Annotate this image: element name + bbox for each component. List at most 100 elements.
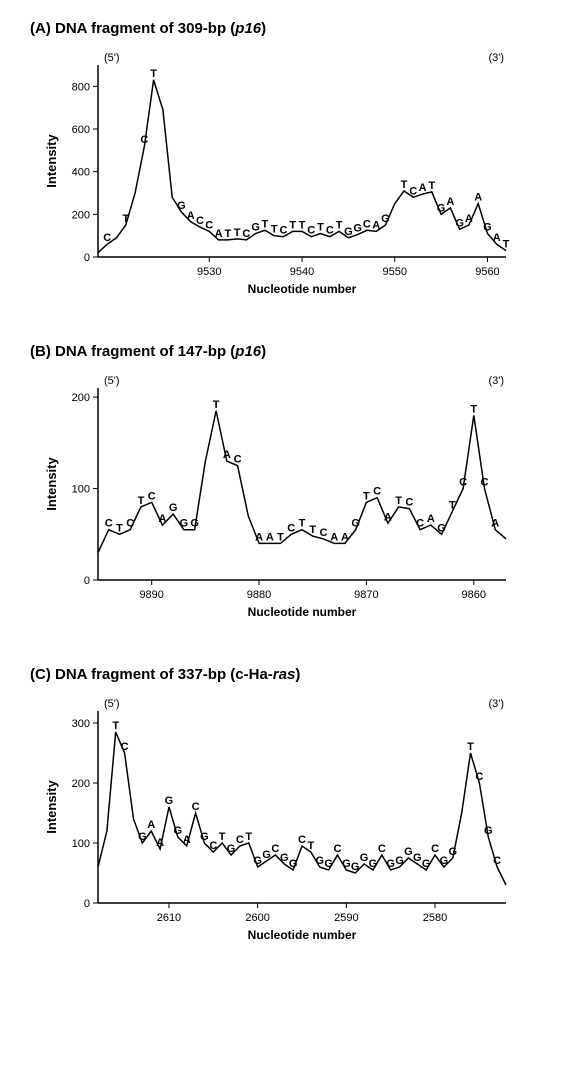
svg-text:2590: 2590 — [334, 912, 358, 924]
svg-text:G: G — [289, 858, 298, 870]
svg-text:G: G — [483, 222, 492, 234]
svg-text:A: A — [147, 819, 155, 831]
svg-text:T: T — [262, 218, 269, 230]
svg-text:C: C — [148, 490, 156, 502]
svg-text:9860: 9860 — [462, 589, 486, 601]
svg-text:0: 0 — [84, 575, 90, 587]
svg-text:2580: 2580 — [423, 912, 447, 924]
svg-text:9560: 9560 — [475, 266, 499, 278]
svg-text:G: G — [180, 518, 189, 530]
svg-text:T: T — [336, 219, 343, 231]
svg-text:T: T — [317, 222, 324, 234]
svg-text:G: G — [200, 831, 209, 843]
svg-text:G: G — [169, 502, 178, 514]
svg-text:2600: 2600 — [245, 912, 269, 924]
svg-text:T: T — [308, 840, 315, 852]
svg-text:A: A — [330, 531, 338, 543]
svg-text:C: C — [126, 518, 134, 530]
svg-text:G: G — [174, 825, 183, 837]
svg-text:G: G — [351, 861, 360, 873]
figure-page: (A) DNA fragment of 309-bp (p16)02004006… — [0, 0, 566, 1029]
svg-text:G: G — [381, 213, 390, 225]
svg-text:T: T — [395, 495, 402, 507]
svg-text:C: C — [409, 185, 417, 197]
svg-text:200: 200 — [72, 209, 90, 221]
svg-text:T: T — [467, 741, 474, 753]
svg-text:C: C — [493, 855, 501, 867]
svg-text:G: G — [253, 855, 262, 867]
svg-text:G: G — [324, 858, 333, 870]
svg-text:C: C — [192, 801, 200, 813]
svg-text:T: T — [449, 499, 456, 511]
svg-text:G: G — [386, 858, 395, 870]
svg-text:A: A — [158, 513, 166, 525]
svg-text:A: A — [156, 837, 164, 849]
panels-container: (A) DNA fragment of 309-bp (p16)02004006… — [30, 20, 546, 949]
svg-text:T: T — [122, 213, 129, 225]
svg-text:C: C — [326, 225, 334, 237]
svg-text:A: A — [446, 196, 454, 208]
svg-text:G: G — [484, 825, 493, 837]
svg-text:T: T — [245, 831, 252, 843]
svg-text:A: A — [474, 192, 482, 204]
svg-text:G: G — [177, 200, 186, 212]
svg-text:C: C — [103, 232, 111, 244]
svg-text:G: G — [342, 858, 351, 870]
svg-text:Intensity: Intensity — [44, 457, 59, 511]
svg-text:T: T — [277, 531, 284, 543]
svg-text:T: T — [401, 179, 408, 191]
panel-title-C: (C) DNA fragment of 337-bp (c-Ha-ras) — [30, 666, 546, 683]
svg-text:G: G — [227, 843, 236, 855]
svg-text:(5'): (5') — [104, 52, 120, 64]
svg-text:T: T — [219, 831, 226, 843]
svg-text:T: T — [224, 228, 231, 240]
svg-text:T: T — [213, 399, 220, 411]
svg-text:(3'): (3') — [488, 52, 504, 64]
svg-text:0: 0 — [84, 898, 90, 910]
svg-text:C: C — [334, 843, 342, 855]
svg-text:C: C — [405, 497, 413, 509]
svg-text:T: T — [138, 495, 145, 507]
svg-text:A: A — [223, 449, 231, 461]
svg-text:A: A — [372, 219, 380, 231]
svg-text:G: G — [395, 855, 404, 867]
svg-text:C: C — [236, 834, 244, 846]
svg-text:C: C — [363, 218, 371, 230]
svg-text:A: A — [384, 511, 392, 523]
svg-text:A: A — [427, 513, 435, 525]
svg-text:(5'): (5') — [104, 375, 120, 387]
chart-C: 01002003002610260025902580TCGAAGGACGCTGC… — [40, 689, 520, 949]
svg-text:C: C — [121, 741, 129, 753]
svg-text:T: T — [309, 524, 316, 536]
svg-text:0: 0 — [84, 252, 90, 264]
svg-text:(3'): (3') — [488, 698, 504, 710]
svg-text:G: G — [437, 522, 446, 534]
svg-text:G: G — [262, 849, 271, 861]
svg-text:A: A — [465, 213, 473, 225]
svg-text:C: C — [481, 477, 489, 489]
svg-text:T: T — [470, 403, 477, 415]
svg-text:A: A — [215, 228, 223, 240]
svg-text:100: 100 — [72, 838, 90, 850]
svg-text:C: C — [140, 134, 148, 146]
svg-text:T: T — [234, 227, 241, 239]
svg-text:300: 300 — [72, 718, 90, 730]
panel-B: (B) DNA fragment of 147-bp (p16)01002009… — [30, 343, 546, 626]
svg-text:400: 400 — [72, 167, 90, 179]
svg-text:G: G — [437, 202, 446, 214]
svg-text:200: 200 — [72, 392, 90, 404]
svg-text:T: T — [428, 180, 435, 192]
svg-text:A: A — [341, 531, 349, 543]
svg-text:C: C — [431, 843, 439, 855]
svg-text:T: T — [299, 219, 306, 231]
svg-text:C: C — [105, 518, 113, 530]
svg-text:G: G — [369, 858, 378, 870]
svg-text:2610: 2610 — [157, 912, 181, 924]
svg-text:A: A — [183, 834, 191, 846]
svg-text:A: A — [266, 531, 274, 543]
svg-text:9880: 9880 — [247, 589, 271, 601]
svg-text:G: G — [344, 226, 353, 238]
svg-text:C: C — [209, 840, 217, 852]
svg-text:Intensity: Intensity — [44, 780, 59, 834]
svg-text:100: 100 — [72, 484, 90, 496]
